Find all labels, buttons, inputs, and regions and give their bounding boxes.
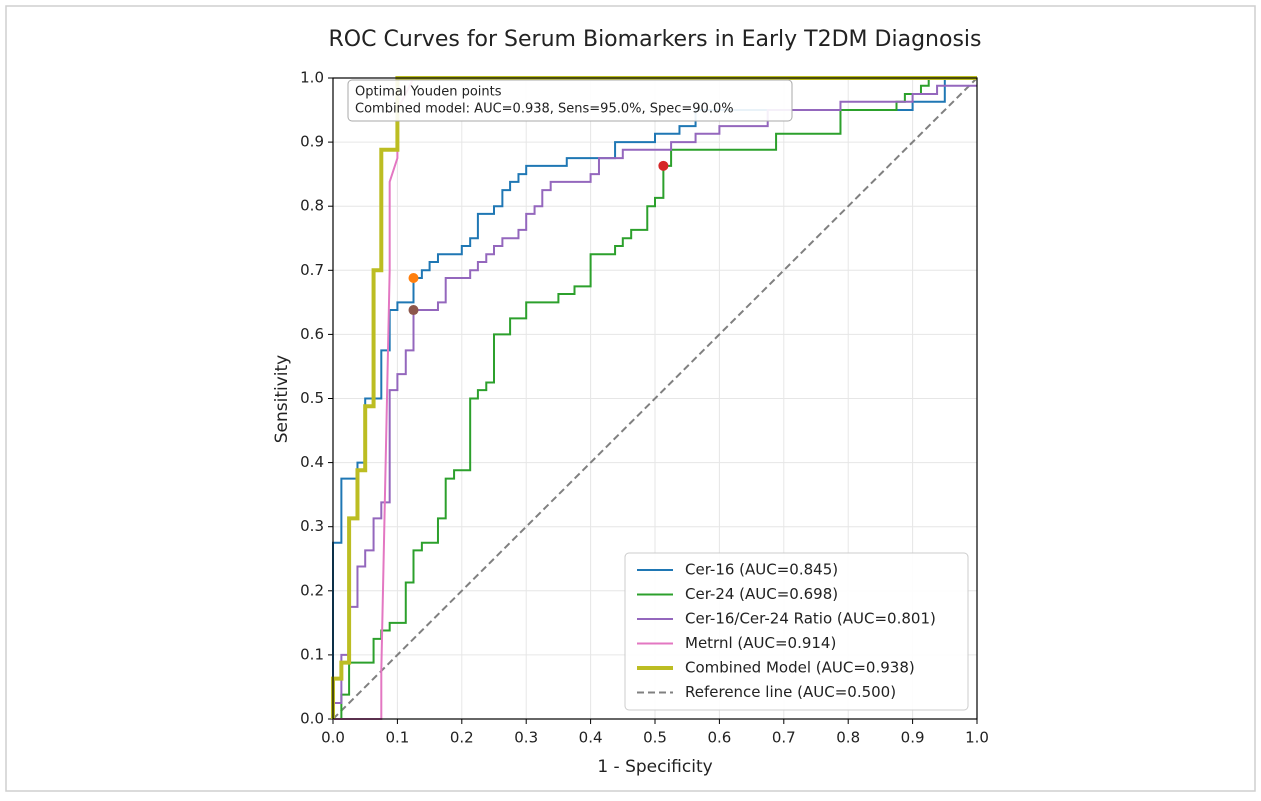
annotation-text: Combined model: AUC=0.938, Sens=95.0%, S… xyxy=(355,102,734,117)
y-tick-label: 0.4 xyxy=(300,453,324,471)
x-tick-label: 0.6 xyxy=(707,729,731,747)
roc-curve xyxy=(331,76,977,719)
y-tick-label: 0.8 xyxy=(300,197,324,215)
y-tick-label: 0.7 xyxy=(300,261,324,279)
roc-curve xyxy=(332,84,977,719)
roc-curve xyxy=(332,77,978,720)
youden-point xyxy=(658,160,669,171)
x-tick-label: 0.3 xyxy=(514,729,538,747)
x-tick-label: 1.0 xyxy=(965,729,989,747)
legend-label: Cer-16 (AUC=0.845) xyxy=(685,561,838,579)
x-tick-label: 0.4 xyxy=(579,729,603,747)
y-tick-label: 0.6 xyxy=(300,325,324,343)
x-tick-label: 0.1 xyxy=(385,729,409,747)
youden-point xyxy=(408,272,419,283)
y-tick-label: 0.5 xyxy=(300,389,324,407)
legend-label: Metrnl (AUC=0.914) xyxy=(685,634,836,652)
legend-label: Cer-16/Cer-24 Ratio (AUC=0.801) xyxy=(685,610,936,628)
roc-curve xyxy=(333,77,977,720)
annotation-box xyxy=(347,79,793,122)
x-tick-label: 0.2 xyxy=(450,729,474,747)
x-tick-label: 0.9 xyxy=(901,729,925,747)
roc-curve xyxy=(332,77,977,719)
chart-title: ROC Curves for Serum Biomarkers in Early… xyxy=(329,27,982,52)
legend-label: Cer-24 (AUC=0.698) xyxy=(685,585,838,603)
x-axis-label: 1 - Specificity xyxy=(597,757,712,777)
plot-frame xyxy=(332,77,978,720)
y-tick-label: 0.9 xyxy=(300,133,324,151)
x-tick-label: 0.8 xyxy=(836,729,860,747)
y-tick-label: 0.1 xyxy=(300,645,324,663)
x-tick-label: 0.0 xyxy=(321,729,345,747)
x-tick-label: 0.7 xyxy=(772,729,796,747)
legend-box xyxy=(624,552,969,711)
y-tick-label: 1.0 xyxy=(300,69,324,87)
y-tick-label: 0.0 xyxy=(300,710,324,728)
youden-point xyxy=(408,305,419,316)
legend-label: Combined Model (AUC=0.938) xyxy=(685,659,915,677)
y-tick-label: 0.2 xyxy=(300,581,324,599)
y-tick-label: 0.3 xyxy=(300,517,324,535)
x-tick-label: 0.5 xyxy=(643,729,667,747)
annotation-text: Optimal Youden points xyxy=(355,85,502,100)
legend-label: Reference line (AUC=0.500) xyxy=(685,683,896,701)
y-axis-label: Sensitivity xyxy=(272,355,292,444)
